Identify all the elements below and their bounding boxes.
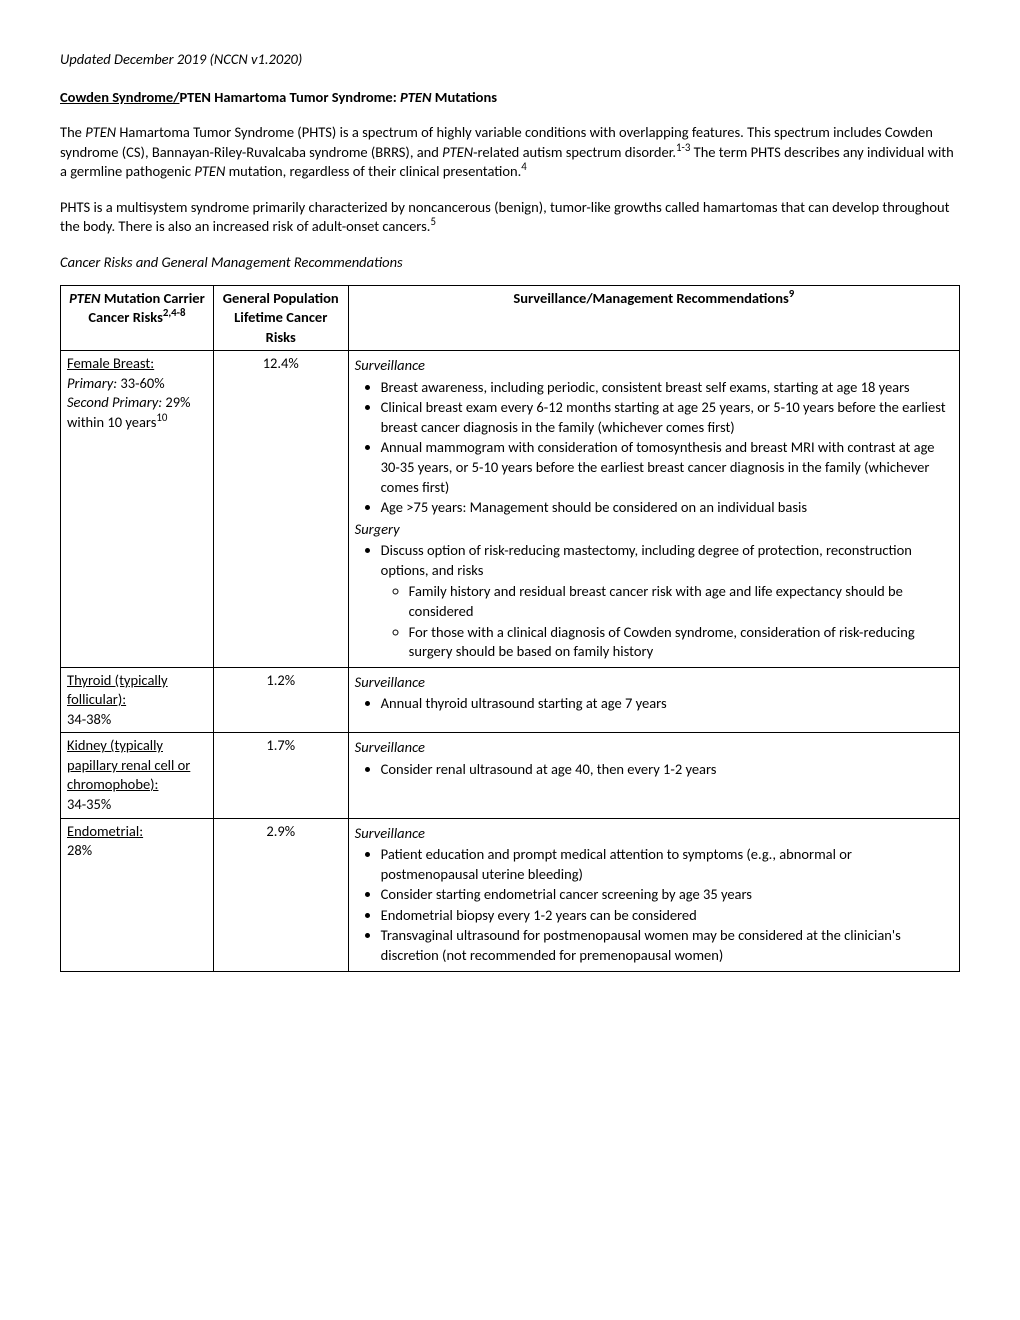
endometrial-surv-head: Surveillance	[355, 824, 953, 844]
list-item: Breast awareness, including periodic, co…	[381, 378, 953, 398]
breast-pop-cell: 12.4%	[213, 351, 348, 667]
list-item: For those with a clinical diagnosis of C…	[409, 623, 953, 662]
list-item: Annual mammogram with consideration of t…	[381, 438, 953, 497]
breast-primary-label: Primary:	[67, 374, 117, 392]
col-header-recommendations: Surveillance/Management Recommendations9	[348, 285, 959, 351]
intro-paragraph-2: PHTS is a multisystem syndrome primarily…	[60, 198, 960, 237]
breast-rec-cell: Surveillance Breast awareness, including…	[348, 351, 959, 667]
table-header-row: PTEN Mutation Carrier Cancer Risks2,4-8 …	[61, 285, 960, 351]
list-item: Patient education and prompt medical att…	[381, 845, 953, 884]
thyroid-pop-cell: 1.2%	[213, 667, 348, 733]
thyroid-rec-cell: Surveillance Annual thyroid ultrasound s…	[348, 667, 959, 733]
table-row-endometrial: Endometrial: 28% 2.9% Surveillance Patie…	[61, 818, 960, 971]
table-row-thyroid: Thyroid (typically follicular): 34-38% 1…	[61, 667, 960, 733]
p1-s5: -related autism spectrum disorder.	[473, 143, 676, 161]
endometrial-pop-cell: 2.9%	[213, 818, 348, 971]
p1-s8: mutation, regardless of their clinical p…	[225, 162, 521, 180]
col1-rest: Mutation Carrier Cancer Risks	[88, 289, 204, 327]
list-item: Transvaginal ultrasound for postmenopaus…	[381, 926, 953, 965]
col1-gene: PTEN	[69, 289, 101, 307]
title-underlined: Cowden Syndrome/	[60, 88, 179, 106]
intro-paragraph-1: The PTEN Hamartoma Tumor Syndrome (PHTS)…	[60, 123, 960, 182]
breast-surg-sublist: Family history and residual breast cance…	[409, 582, 953, 661]
endometrial-label: Endometrial:	[67, 822, 143, 840]
col3-text: Surveillance/Management Recommendations	[513, 289, 788, 307]
thyroid-risk: 34-38%	[67, 710, 207, 730]
breast-second-sup: 10	[156, 411, 167, 424]
breast-surg-list: Discuss option of risk-reducing mastecto…	[381, 541, 953, 661]
title-bold: PTEN Hamartoma Tumor Syndrome:	[179, 88, 400, 106]
title-gene: PTEN	[400, 88, 432, 106]
kidney-label: Kidney (typically papillary renal cell o…	[67, 736, 190, 793]
breast-surv-list: Breast awareness, including periodic, co…	[381, 378, 953, 518]
col3-sup: 9	[789, 287, 795, 300]
kidney-surv-list: Consider renal ultrasound at age 40, the…	[381, 760, 953, 780]
breast-second-label: Second Primary:	[67, 393, 162, 411]
table-row-breast: Female Breast: Primary: 33-60% Second Pr…	[61, 351, 960, 667]
list-item: Endometrial biopsy every 1-2 years can b…	[381, 906, 953, 926]
breast-surv-head: Surveillance	[355, 356, 953, 376]
update-date: Updated December 2019 (NCCN v1.2020)	[60, 50, 960, 70]
endometrial-rec-cell: Surveillance Patient education and promp…	[348, 818, 959, 971]
p2-sup1: 5	[430, 216, 436, 229]
thyroid-label: Thyroid (typically follicular):	[67, 671, 168, 709]
section-subtitle: Cancer Risks and General Management Reco…	[60, 253, 960, 273]
p1-s7: PTEN	[194, 162, 225, 180]
col-header-general-pop: General Population Lifetime Cancer Risks	[213, 285, 348, 351]
kidney-surv-head: Surveillance	[355, 738, 953, 758]
endometrial-surv-list: Patient education and prompt medical att…	[381, 845, 953, 965]
table-row-kidney: Kidney (typically papillary renal cell o…	[61, 733, 960, 818]
list-item: Consider starting endometrial cancer scr…	[381, 885, 953, 905]
thyroid-surv-head: Surveillance	[355, 673, 953, 693]
p1-s1: The	[60, 123, 85, 141]
thyroid-risk-cell: Thyroid (typically follicular): 34-38%	[61, 667, 214, 733]
col-header-carrier-risks: PTEN Mutation Carrier Cancer Risks2,4-8	[61, 285, 214, 351]
list-item: Family history and residual breast cance…	[409, 582, 953, 621]
list-item: Annual thyroid ultrasound starting at ag…	[381, 694, 953, 714]
endometrial-risk-cell: Endometrial: 28%	[61, 818, 214, 971]
col1-sup: 2,4-8	[163, 306, 186, 319]
p1-sup2: 4	[521, 160, 527, 173]
list-item: Age >75 years: Management should be cons…	[381, 498, 953, 518]
breast-label: Female Breast:	[67, 354, 154, 372]
breast-primary-val: 33-60%	[117, 374, 164, 392]
p2-s1: PHTS is a multisystem syndrome primarily…	[60, 198, 949, 236]
title-tail: Mutations	[432, 88, 498, 106]
kidney-pop-cell: 1.7%	[213, 733, 348, 818]
p1-s2: PTEN	[85, 123, 116, 141]
document-title: Cowden Syndrome/PTEN Hamartoma Tumor Syn…	[60, 88, 960, 108]
kidney-risk-cell: Kidney (typically papillary renal cell o…	[61, 733, 214, 818]
list-item: Consider renal ultrasound at age 40, the…	[381, 760, 953, 780]
p1-sup1: 1-3	[676, 141, 690, 154]
cancer-risk-table: PTEN Mutation Carrier Cancer Risks2,4-8 …	[60, 285, 960, 972]
list-item: Clinical breast exam every 6-12 months s…	[381, 398, 953, 437]
endometrial-risk: 28%	[67, 841, 207, 861]
kidney-rec-cell: Surveillance Consider renal ultrasound a…	[348, 733, 959, 818]
list-item: Discuss option of risk-reducing mastecto…	[381, 541, 953, 661]
kidney-risk: 34-35%	[67, 795, 207, 815]
breast-risk-cell: Female Breast: Primary: 33-60% Second Pr…	[61, 351, 214, 667]
breast-surg-head: Surgery	[355, 520, 953, 540]
breast-surg-item: Discuss option of risk-reducing mastecto…	[381, 541, 912, 579]
thyroid-surv-list: Annual thyroid ultrasound starting at ag…	[381, 694, 953, 714]
p1-s4: PTEN	[442, 143, 473, 161]
